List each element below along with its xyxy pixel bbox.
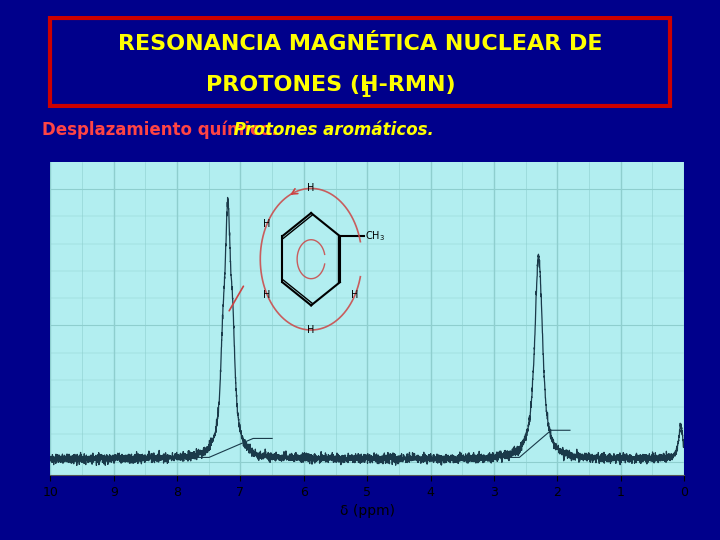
FancyBboxPatch shape: [50, 18, 670, 106]
Text: Desplazamiento químico.: Desplazamiento químico.: [42, 120, 278, 139]
Text: H: H: [307, 184, 315, 193]
Text: H: H: [264, 219, 271, 229]
Text: H: H: [307, 325, 315, 335]
Text: CH$_3$: CH$_3$: [365, 229, 385, 243]
Text: 1: 1: [360, 85, 371, 100]
Text: H-RMN): H-RMN): [360, 75, 456, 95]
Text: Protones aromáticos.: Protones aromáticos.: [228, 120, 433, 139]
X-axis label: δ (ppm): δ (ppm): [340, 504, 395, 518]
Text: RESONANCIA MAGNÉTICA NUCLEAR DE: RESONANCIA MAGNÉTICA NUCLEAR DE: [118, 33, 602, 54]
Text: H: H: [264, 289, 271, 300]
Text: PROTONES (: PROTONES (: [206, 75, 360, 95]
Text: H: H: [351, 289, 359, 300]
